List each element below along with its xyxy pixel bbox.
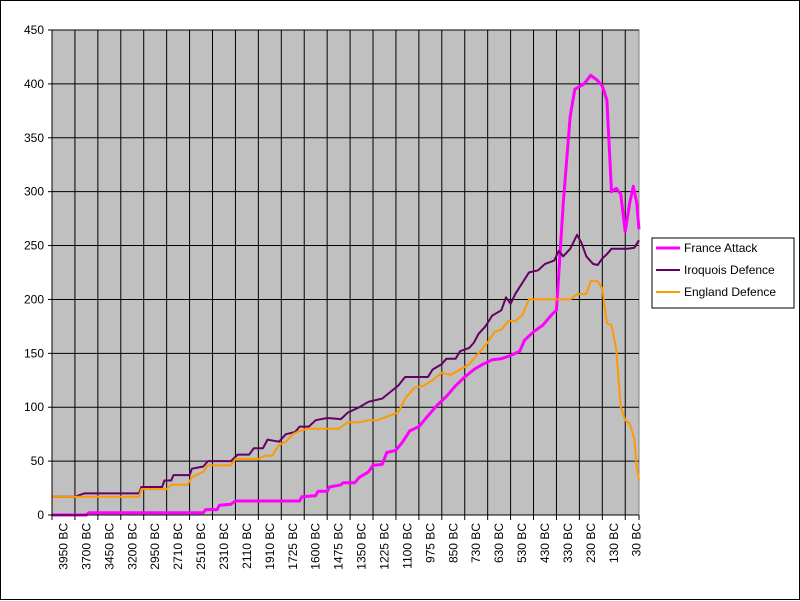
- plot-area: [51, 29, 640, 516]
- x-tick-label: 3950 BC: [56, 523, 70, 570]
- x-tick-label: 2310 BC: [217, 523, 231, 570]
- x-tick-label: 530 BC: [515, 523, 529, 563]
- x-tick-label: 130 BC: [607, 523, 621, 563]
- x-tick-label: 3450 BC: [102, 523, 116, 570]
- legend-label: France Attack: [684, 241, 758, 255]
- legend-box: [651, 237, 795, 309]
- x-tick-label: 850 BC: [446, 523, 460, 563]
- x-tick-label: 330 BC: [561, 523, 575, 563]
- x-tick-label: 630 BC: [492, 523, 506, 563]
- x-tick-label: 1350 BC: [355, 523, 369, 570]
- x-tick-label: 230 BC: [584, 523, 598, 563]
- y-tick-label: 0: [37, 508, 44, 522]
- gridlines: [52, 29, 639, 515]
- legend: France Attack Iroquois Defence England Def…: [651, 237, 795, 309]
- y-tick-label: 350: [24, 131, 44, 145]
- x-tick-label: 1475 BC: [332, 523, 346, 570]
- series-line-england-defence: [52, 280, 640, 498]
- y-tick-label: 150: [24, 346, 44, 360]
- y-tick-label: 200: [24, 292, 44, 306]
- x-tick-label: 1910 BC: [263, 523, 277, 570]
- x-tick-label: 1100 BC: [400, 523, 414, 569]
- x-tick-label: 1725 BC: [286, 523, 300, 570]
- x-tick-label: 730 BC: [469, 523, 483, 563]
- y-tick-label: 400: [24, 77, 44, 91]
- x-tick-label: 2110 BC: [240, 523, 254, 569]
- x-tick-label: 2950 BC: [148, 523, 162, 570]
- y-tick-label: 300: [24, 185, 44, 199]
- x-axis: 3950 BC 3700 BC 3450 BC 3200 BC 2950 BC 2710 …: [51, 514, 644, 570]
- series-line-iroquois-defence: [52, 233, 640, 498]
- legend-label: England Defence: [684, 285, 776, 299]
- x-tick-label: 975 BC: [423, 523, 437, 563]
- x-tick-label: 1600 BC: [309, 523, 323, 570]
- series-line-france-attack: [52, 73, 641, 517]
- y-tick-label: 100: [24, 400, 44, 414]
- x-tick-label: 2510 BC: [194, 523, 208, 570]
- legend-label: Iroquois Defence: [684, 263, 775, 277]
- y-tick-label: 50: [31, 454, 45, 468]
- x-tick-label: 30 BC: [630, 523, 644, 557]
- y-tick-label: 450: [24, 23, 44, 37]
- x-tick-label: 2710 BC: [171, 523, 185, 570]
- y-tick-label: 250: [24, 239, 44, 253]
- series-lines: [52, 73, 641, 517]
- x-tick-label: 1225 BC: [377, 523, 391, 570]
- y-axis: 0 50 100 150 200 250 300 350 400 450: [24, 23, 53, 522]
- x-tick-label: 430 BC: [538, 523, 552, 563]
- x-tick-label: 3700 BC: [79, 523, 93, 570]
- x-tick-label: 3200 BC: [125, 523, 139, 570]
